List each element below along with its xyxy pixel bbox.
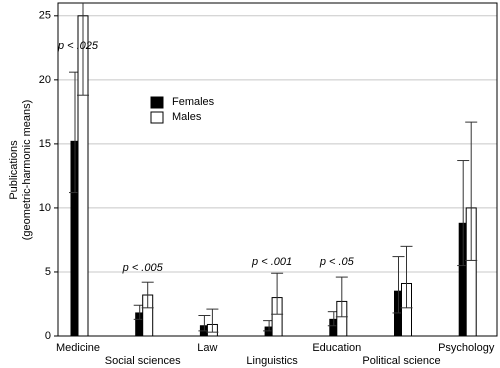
error-bar	[400, 245, 413, 309]
y-axis-label: Publications (geometric-harmonic means)	[8, 100, 33, 241]
legend-swatch	[150, 96, 164, 109]
y-tick-label: 20	[39, 74, 51, 86]
y-tick-label: 5	[45, 266, 51, 278]
y-tick-label: 0	[45, 330, 51, 342]
legend-swatch	[150, 111, 164, 124]
legend-label: Males	[172, 111, 202, 123]
error-bar	[271, 272, 284, 315]
y-axis-label-line: Publications	[8, 140, 20, 200]
y-tick-label: 15	[39, 138, 51, 150]
x-tick-label: Medicine	[56, 342, 100, 354]
error-bar	[141, 281, 154, 309]
x-tick-label: Psychology	[438, 342, 495, 354]
y-tick-label: 25	[39, 10, 51, 22]
y-axis-label-line: (geometric-harmonic means)	[21, 100, 33, 241]
x-tick-label: Political science	[362, 355, 440, 367]
annotation: p < .05	[319, 256, 355, 268]
annotation: p < .001	[251, 256, 292, 268]
error-bar	[335, 276, 348, 318]
plot-area	[69, 3, 478, 336]
error-bar	[206, 308, 219, 333]
annotation: p < .005	[122, 262, 164, 274]
legend-label: Females	[172, 96, 215, 108]
error-bar	[77, 3, 89, 96]
annotation: p < .025	[57, 40, 99, 52]
x-tick-label: Education	[312, 342, 361, 354]
error-bar	[465, 121, 478, 261]
x-tick-label: Linguistics	[246, 355, 298, 367]
y-tick-label: 10	[39, 202, 51, 214]
x-tick-label: Social sciences	[105, 355, 181, 367]
x-tick-label: Law	[197, 342, 217, 354]
